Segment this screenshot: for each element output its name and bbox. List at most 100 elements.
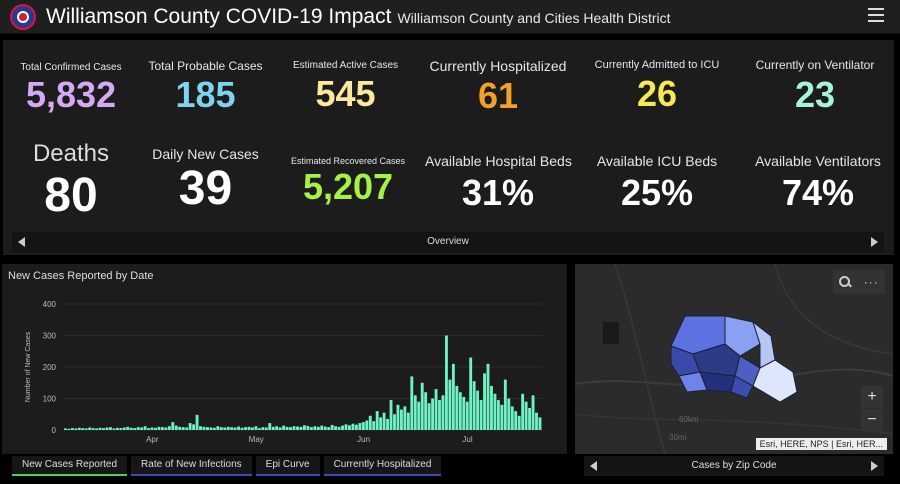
chart-bar[interactable] — [268, 423, 272, 430]
chart-bar[interactable] — [223, 427, 227, 430]
chart-bar[interactable] — [122, 427, 126, 430]
chart-bar[interactable] — [264, 427, 268, 430]
chart-bar[interactable] — [150, 427, 154, 430]
chart-bar[interactable] — [126, 426, 130, 430]
chart-bar[interactable] — [174, 425, 178, 430]
chart-bar[interactable] — [67, 428, 71, 430]
chart-bar[interactable] — [261, 427, 265, 430]
chart-bar[interactable] — [91, 428, 95, 430]
chart-bar[interactable] — [438, 400, 441, 430]
chart-bar[interactable] — [105, 427, 109, 430]
chart-bar[interactable] — [375, 411, 379, 430]
chart-bar[interactable] — [202, 426, 206, 430]
tab-epi-curve[interactable]: Epi Curve — [255, 456, 320, 476]
chart-bar[interactable] — [102, 428, 105, 430]
chart-bar[interactable] — [296, 426, 299, 430]
chart-bar[interactable] — [185, 427, 189, 430]
chart-bar[interactable] — [479, 400, 483, 430]
chart-bar[interactable] — [303, 425, 306, 430]
chart-bar[interactable] — [309, 427, 313, 430]
chart-bar[interactable] — [341, 425, 344, 430]
chart-bar[interactable] — [417, 401, 421, 430]
chart-bar[interactable] — [420, 382, 424, 430]
chart-bar[interactable] — [486, 363, 490, 430]
chart-bar[interactable] — [524, 401, 528, 430]
chart-bar[interactable] — [282, 425, 286, 430]
chart-bar[interactable] — [77, 427, 81, 430]
chart-bar[interactable] — [240, 427, 244, 430]
chart-bar[interactable] — [140, 427, 144, 430]
chart-bar[interactable] — [361, 422, 365, 430]
chart-bar[interactable] — [143, 426, 147, 430]
chart-bar[interactable] — [171, 422, 175, 430]
chart-bar[interactable] — [178, 426, 182, 430]
chart-bar[interactable] — [427, 403, 431, 430]
chart-bar[interactable] — [386, 418, 389, 430]
chart-bar[interactable] — [160, 427, 164, 430]
tab-rate-of-new-infections[interactable]: Rate of New Infections — [131, 456, 252, 476]
chart-bar[interactable] — [406, 412, 410, 430]
chart-bar[interactable] — [119, 428, 123, 430]
chart-bar[interactable] — [528, 407, 532, 430]
chart-bar[interactable] — [434, 389, 438, 430]
chart-bar[interactable] — [147, 428, 150, 430]
chart-bar[interactable] — [251, 427, 254, 430]
chart-bar[interactable] — [323, 426, 327, 430]
chart-bar[interactable] — [74, 428, 78, 430]
chart-bar[interactable] — [81, 428, 85, 430]
chart-bar[interactable] — [133, 428, 137, 430]
chart-bar[interactable] — [458, 392, 462, 430]
chart-bar[interactable] — [70, 428, 74, 430]
chart-bar[interactable] — [244, 427, 247, 430]
chart-bar[interactable] — [237, 426, 241, 430]
chart-bar[interactable] — [393, 414, 396, 430]
chart-bar[interactable] — [455, 385, 459, 430]
chart-bar[interactable] — [109, 427, 112, 430]
chart-bar[interactable] — [188, 423, 192, 430]
chart-bar[interactable] — [410, 376, 414, 430]
chart-bar[interactable] — [181, 427, 185, 430]
chart-bar[interactable] — [199, 426, 202, 430]
chart-bar[interactable] — [337, 426, 341, 430]
chart-bar[interactable] — [476, 390, 480, 430]
chart-bar[interactable] — [289, 427, 293, 430]
tab-currently-hospitalized[interactable]: Currently Hospitalized — [323, 456, 442, 476]
zoom-in-button[interactable]: + — [861, 386, 883, 408]
chart-bar[interactable] — [483, 373, 486, 430]
chart-bar[interactable] — [517, 415, 521, 430]
chart-bar[interactable] — [469, 357, 473, 430]
chart-bar[interactable] — [503, 379, 507, 430]
chart-bar[interactable] — [164, 427, 168, 430]
next-arrow-icon[interactable] — [871, 237, 878, 247]
zip-code-map[interactable]: 60km 30mi ··· + − Esri, HERE, NPS | Esri… — [575, 264, 893, 454]
chart-bar[interactable] — [472, 381, 476, 430]
hamburger-menu-icon[interactable] — [868, 8, 884, 22]
chart-bar[interactable] — [424, 392, 428, 430]
chart-bar[interactable] — [403, 406, 407, 430]
chart-bar[interactable] — [327, 427, 331, 430]
chart-bar[interactable] — [136, 427, 140, 430]
next-arrow-icon[interactable] — [871, 461, 878, 471]
chart-bar[interactable] — [313, 426, 317, 430]
chart-bar[interactable] — [389, 400, 393, 430]
chart-bar[interactable] — [334, 426, 338, 430]
chart-bar[interactable] — [230, 427, 234, 430]
chart-bar[interactable] — [462, 396, 466, 430]
chart-bar[interactable] — [358, 423, 362, 430]
zoom-out-button[interactable]: − — [861, 409, 883, 431]
chart-bar[interactable] — [154, 427, 157, 430]
chart-bar[interactable] — [396, 404, 400, 430]
chart-bar[interactable] — [490, 385, 493, 430]
chart-bar[interactable] — [496, 400, 500, 430]
chart-bar[interactable] — [445, 335, 448, 431]
tab-new-cases-reported[interactable]: New Cases Reported — [12, 456, 128, 476]
chart-bar[interactable] — [510, 406, 514, 430]
chart-bar[interactable] — [500, 404, 504, 430]
chart-bar[interactable] — [379, 417, 383, 430]
chart-bar[interactable] — [95, 428, 99, 430]
chart-bar[interactable] — [354, 424, 358, 430]
previous-arrow-icon[interactable] — [590, 461, 597, 471]
chart-bar[interactable] — [514, 411, 518, 430]
chart-bar[interactable] — [292, 426, 296, 430]
chart-bar[interactable] — [64, 428, 67, 430]
